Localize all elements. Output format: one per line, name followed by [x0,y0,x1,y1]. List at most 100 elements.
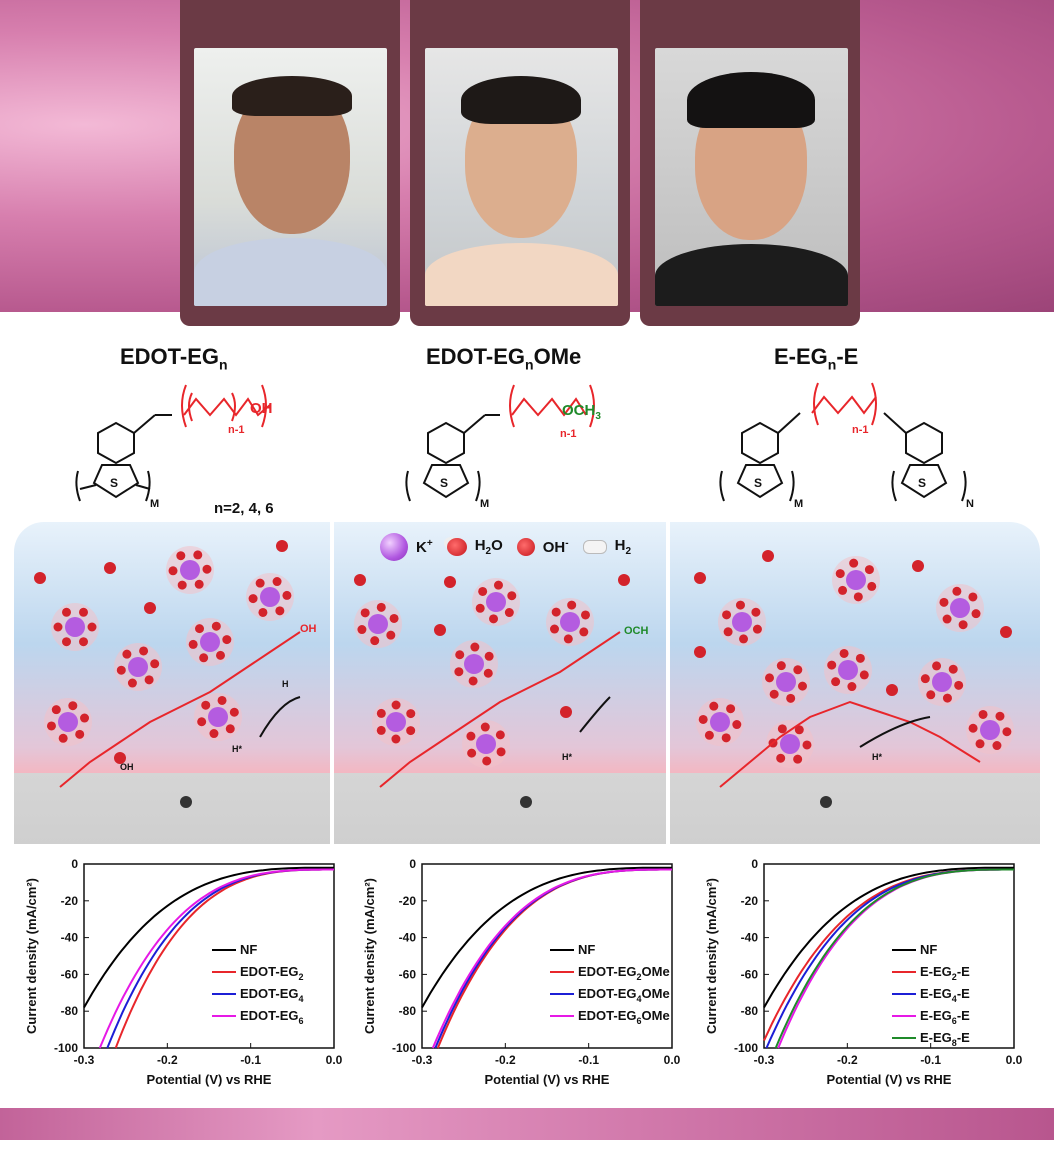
divider-1 [331,522,334,844]
hydrogen-label: H2 [614,537,632,557]
x-tick-label: -0.3 [412,1053,433,1067]
panel-1-title-text: EDOT-EG [120,344,220,369]
x-tick-label: -0.3 [74,1053,95,1067]
scene-2-och3-label: OCH [624,625,649,637]
legend-label: NF [578,942,595,957]
hydrated-k-ion [450,640,498,688]
y-tick-label: -100 [734,1041,758,1055]
legend-label: EDOT-EG2 [240,964,304,982]
hydrated-k-ion [966,706,1014,754]
hydrated-k-ion [194,693,242,741]
panel-3-title-tail: -E [836,344,859,369]
free-hydroxide-ions [34,540,1012,764]
series-line [431,868,672,1049]
y-tick-label: -60 [61,967,79,981]
legend-label: NF [920,942,937,957]
hydrated-k-ion [766,720,814,768]
y-tick-label: -20 [399,894,417,908]
hydroxide-dot [694,646,706,658]
structure-3-n-1: n-1 [852,424,869,436]
structure-1 [75,414,172,502]
plot-1: 0 -20 -40 -60 -80 -100 -0.3 -0.2 -0.1 0.0 Potentia… [14,857,344,1098]
panel-1-title: EDOT-EGn [120,344,228,372]
series-line [763,866,1014,1008]
x-tick-label: 0.0 [664,1053,681,1067]
y-axis-title: Current density (mA/cm²) [704,878,719,1034]
structure-3-m-label: M [794,498,803,510]
y-axis-title: Current density (mA/cm²) [362,878,377,1034]
hydrated-k-ion [372,698,420,746]
scene-2 [334,522,666,844]
x-tick-label: 0.0 [326,1053,343,1067]
structure-2-n-1: n-1 [560,428,577,440]
svg-text:S: S [918,476,926,490]
svg-text:OCH3: OCH3 [562,402,601,422]
legend-label: EDOT-EG2OMe [578,964,670,982]
hydroxide-dot [444,576,456,588]
chain-2 [379,631,621,788]
y-tick-label: -40 [61,931,79,945]
hydroxide-dot [1000,626,1012,638]
y-tick-label: -20 [741,894,759,908]
y-tick-label: -80 [741,1004,759,1018]
structure-1-m-label: M [150,498,159,510]
hydroxide-dot [694,572,706,584]
hydrated-k-ion [114,643,162,691]
x-tick-label: -0.2 [495,1053,516,1067]
hydroxide-dot [34,572,46,584]
legend-label: EDOT-EG4OMe [578,986,670,1004]
plot-frame [763,863,1015,1049]
y-tick-label: -60 [741,967,759,981]
y-axis-title: Current density (mA/cm²) [24,878,39,1034]
x-tick-label: -0.1 [578,1053,599,1067]
hydroxide-dot [434,624,446,636]
author-photo-3 [655,48,848,306]
hydroxide-label: OH- [542,538,569,556]
scene-2-hstar: H* [562,752,572,762]
panel-2-title-text: EDOT-EG [426,344,526,369]
y-tick-label: -100 [54,1041,78,1055]
structure-2-och3-sub: 3 [595,411,601,422]
scene-3-hstar: H* [872,752,882,762]
structure-1-oh: OH [250,400,273,417]
electron-1-icon [180,796,192,808]
scene-1-h2: H [282,679,289,689]
legend-label: EDOT-EG6OMe [578,1008,670,1026]
hydrated-k-ion [462,720,510,768]
y-tick-label: 0 [409,857,416,871]
x-tick-label: -0.2 [157,1053,178,1067]
hydroxide-dot [114,752,126,764]
legend-label: E-EG2-E [920,964,970,982]
y-tick-label: 0 [71,857,78,871]
hydroxide-dot [886,684,898,696]
plot-2: 0 -20 -40 -60 -80 -100 -0.3 -0.2 -0.1 0.0 Potentia… [352,857,682,1098]
structure-3-n-label: N [966,498,974,510]
panel-2-title: EDOT-EGnOMe [426,344,581,372]
panel-1-title-sub: n [219,356,228,373]
hydrated-k-ion [824,646,872,694]
y-tick-label: 0 [751,857,758,871]
hydroxide-dot [276,540,288,552]
x-tick-label: -0.1 [240,1053,261,1067]
k-ion-icon [380,533,408,561]
hydrated-k-ion [166,546,214,594]
series-line [774,868,1014,1049]
hydrated-k-ion [186,618,234,666]
k-ion-label: K+ [416,538,433,556]
hydrated-k-ion [472,578,520,626]
hydrated-k-ion [762,658,810,706]
series-line [421,866,672,1008]
hydroxide-icon [516,538,535,556]
chain-3 [719,700,981,788]
structure-2 [405,414,500,502]
structure-3 [719,412,967,502]
plot-2-svg: 0 -20 -40 -60 -80 -100-0.3 -0.2 -0.1 0.0 Potentia… [362,857,681,1087]
bottom-banner [0,1108,1054,1140]
series-line [83,866,334,1008]
hydrated-k-ion [246,573,294,621]
hydrated-k-ion [546,598,594,646]
scene-1-oh-label: OH [300,623,317,635]
hydroxide-dot [354,574,366,586]
svg-text:S: S [754,476,762,490]
species-legend: K+ H2O OH- H2 [380,532,631,562]
